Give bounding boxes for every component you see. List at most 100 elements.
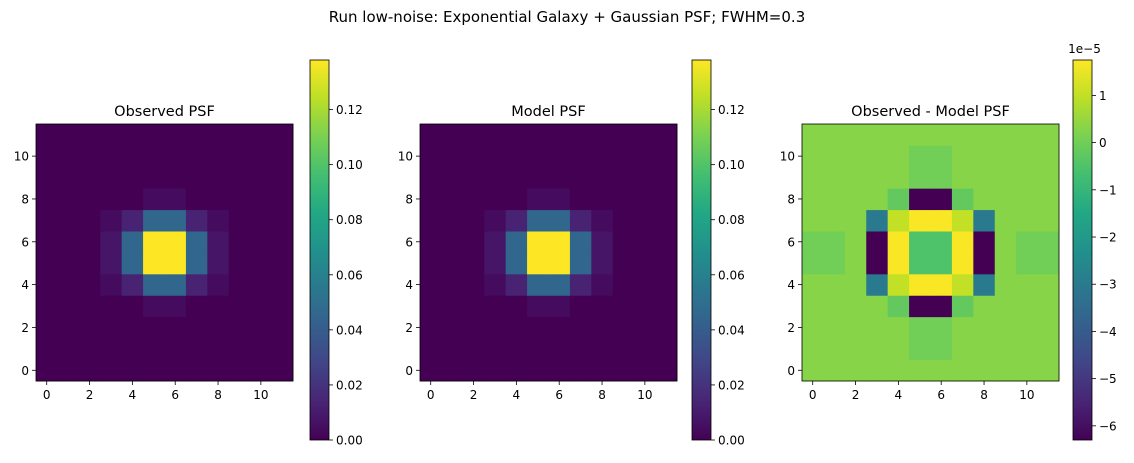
heatmap-cell	[823, 231, 846, 253]
heatmap-cell	[185, 295, 208, 318]
panel-title: Observed - Model PSF	[851, 104, 1010, 120]
y-tick-label: 4	[787, 278, 795, 292]
heatmap-cell	[844, 124, 867, 146]
heatmap-cell	[505, 231, 528, 253]
heatmap-cell	[1016, 209, 1038, 232]
heatmap-cell	[973, 359, 996, 382]
heatmap-cell	[228, 124, 251, 146]
heatmap-cell	[591, 145, 614, 168]
heatmap-cell	[930, 273, 953, 296]
heatmap-cell	[505, 359, 528, 382]
colorbar-tick-label: 0.06	[718, 268, 745, 282]
heatmap-cell	[994, 209, 1017, 232]
heatmap-cell	[591, 316, 614, 339]
heatmap-cell	[634, 209, 656, 232]
heatmap-cell	[634, 252, 656, 275]
heatmap-cell	[100, 124, 123, 146]
y-tick-label: 6	[405, 235, 413, 249]
heatmap-cell	[548, 316, 571, 339]
heatmap-cell	[634, 316, 656, 339]
heatmap-cell	[143, 145, 165, 168]
heatmap-cell	[973, 252, 996, 275]
heatmap-cell	[844, 338, 867, 360]
heatmap-cell	[250, 295, 272, 318]
colorbar-tick-label: 0.04	[718, 323, 745, 337]
heatmap-cell	[1037, 273, 1060, 296]
x-tick-label: 10	[253, 388, 268, 402]
heatmap-cell	[1037, 316, 1060, 339]
heatmap-cell	[78, 359, 101, 382]
heatmap-cell	[462, 145, 485, 168]
heatmap-cell	[271, 252, 294, 275]
heatmap-cell	[930, 231, 953, 253]
heatmap-cell	[823, 295, 846, 318]
heatmap-cell	[57, 252, 80, 275]
heatmap-cell	[228, 295, 251, 318]
heatmap-cell	[612, 316, 635, 339]
heatmap-cell	[994, 273, 1017, 296]
x-tick-label: 6	[555, 388, 563, 402]
heatmap-cell	[57, 231, 80, 253]
heatmap-cell	[802, 273, 824, 296]
y-tick-label: 2	[405, 321, 413, 335]
colorbar-tick-label: −5	[1099, 372, 1117, 386]
heatmap-cell	[228, 316, 251, 339]
heatmap-cell	[121, 124, 144, 146]
heatmap-cell	[271, 209, 294, 232]
heatmap-cell	[484, 273, 507, 296]
heatmap-cell	[994, 166, 1017, 189]
heatmap-cell	[228, 166, 251, 189]
heatmap-cell	[1037, 209, 1060, 232]
heatmap-cell	[802, 359, 824, 382]
heatmap-cell	[462, 209, 485, 232]
heatmap-cell	[844, 188, 867, 211]
heatmap-cell	[121, 338, 144, 360]
heatmap-cell	[527, 209, 549, 232]
heatmap-cell	[462, 338, 485, 360]
heatmap-cell	[994, 252, 1017, 275]
heatmap-cell	[930, 188, 953, 211]
heatmap-cell	[994, 316, 1017, 339]
colorbar-scale-label: 1e−5	[1068, 42, 1101, 56]
heatmap-cell	[207, 145, 230, 168]
heatmap-cell	[887, 209, 910, 232]
heatmap-cell	[164, 252, 187, 275]
heatmap-cell	[484, 338, 507, 360]
heatmap-cell	[121, 166, 144, 189]
heatmap-cell	[887, 273, 910, 296]
heatmap-cell	[271, 295, 294, 318]
heatmap-cell	[548, 252, 571, 275]
heatmap-cell	[823, 252, 846, 275]
heatmap-cell	[484, 188, 507, 211]
heatmap-cell	[164, 166, 187, 189]
heatmap-cell	[802, 188, 824, 211]
heatmap-cell	[250, 124, 272, 146]
heatmap-cell	[866, 338, 889, 360]
heatmap-cell	[484, 316, 507, 339]
heatmap-cell	[823, 188, 846, 211]
heatmap-cell	[887, 316, 910, 339]
x-tick-label: 0	[43, 388, 51, 402]
heatmap-cell	[866, 124, 889, 146]
heatmap-cell	[78, 209, 101, 232]
heatmap-cell	[823, 166, 846, 189]
heatmap-cell	[930, 166, 953, 189]
heatmap-cell	[655, 316, 678, 339]
heatmap-cell	[462, 252, 485, 275]
heatmap-cell	[78, 188, 101, 211]
heatmap-cell	[866, 252, 889, 275]
heatmap-cell	[57, 316, 80, 339]
heatmap-cell	[527, 359, 549, 382]
heatmap-cell	[143, 295, 165, 318]
heatmap-cell	[100, 209, 123, 232]
colorbar-tick-label: 0.10	[336, 158, 363, 172]
heatmap-cell	[143, 166, 165, 189]
heatmap-cells	[802, 124, 1060, 382]
heatmap-cell	[164, 209, 187, 232]
heatmap-cell	[420, 359, 442, 382]
heatmap-cell	[57, 273, 80, 296]
heatmap-cell	[612, 338, 635, 360]
heatmap-cell	[527, 252, 549, 275]
x-tick-label: 10	[1019, 388, 1034, 402]
